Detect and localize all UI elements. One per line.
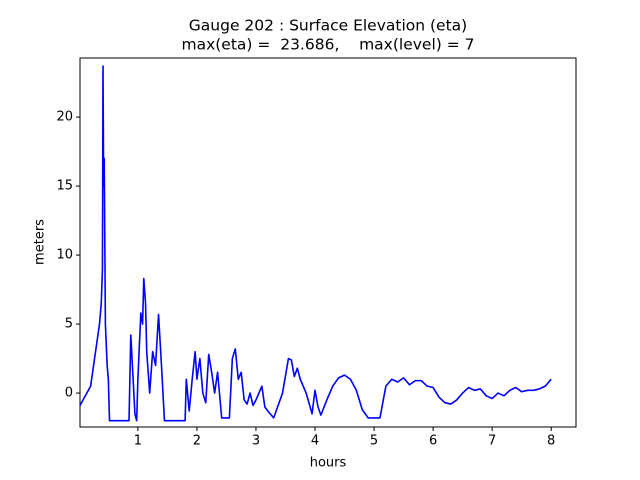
x-tick-label: 5: [370, 434, 378, 449]
x-tick-label: 2: [193, 434, 201, 449]
x-tick-label: 6: [429, 434, 437, 449]
x-tick-label: 1: [134, 434, 142, 449]
x-tick-label: 7: [488, 434, 496, 449]
chart-subtitle: max(eta) = 23.686, max(level) = 7: [181, 36, 474, 54]
x-tick-label: 8: [547, 434, 555, 449]
plot-frame: [79, 57, 577, 428]
y-tick-label: 20: [56, 110, 73, 125]
y-tick-label: 5: [65, 317, 73, 332]
y-axis-label: meters: [33, 219, 48, 265]
x-axis-label: hours: [310, 456, 347, 471]
y-tick-label: 10: [56, 248, 73, 263]
chart-title: Gauge 202 : Surface Elevation (eta): [189, 17, 467, 35]
x-tick-label: 4: [311, 434, 319, 449]
data-line: [79, 65, 552, 422]
x-tick-label: 3: [252, 434, 260, 449]
y-tick-label: 15: [56, 179, 73, 194]
y-tick-label: 0: [65, 386, 73, 401]
